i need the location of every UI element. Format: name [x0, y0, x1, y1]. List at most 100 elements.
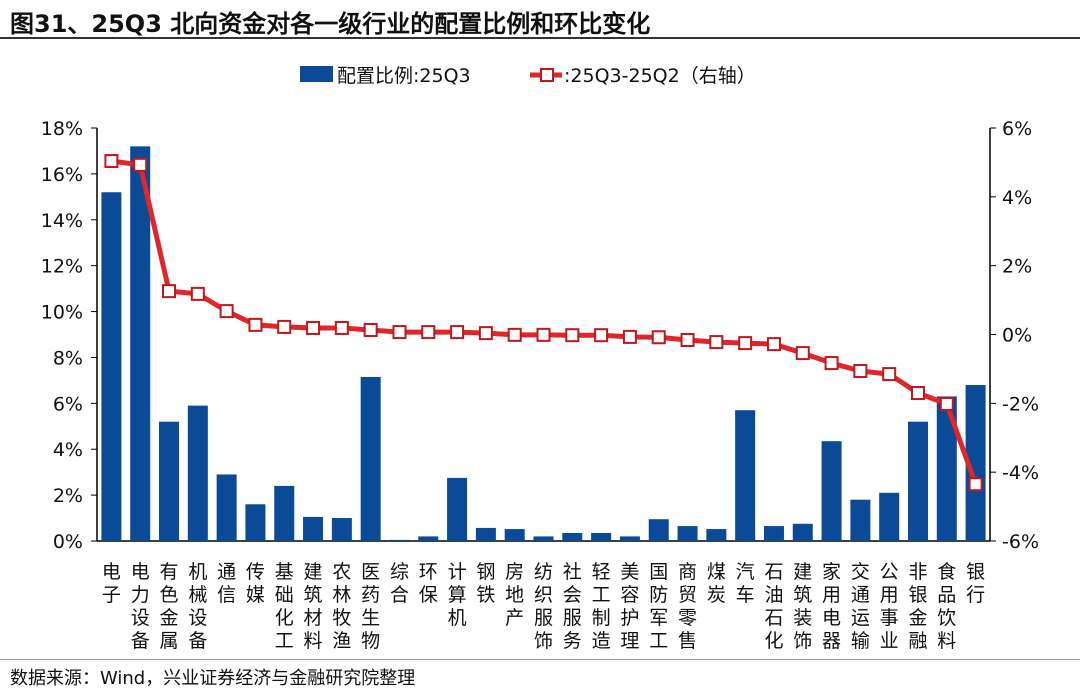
bar-电力设备	[130, 146, 151, 541]
category-label: 美容护理	[620, 561, 639, 652]
left-tick-label: 18%	[41, 118, 83, 140]
left-tick-label: 8%	[53, 347, 83, 369]
bar-石油石化	[763, 526, 784, 541]
bar-国防军工	[648, 519, 669, 541]
bar-公用事业	[879, 492, 900, 541]
bar-钢铁	[475, 527, 496, 541]
bar-农林牧渔	[331, 518, 352, 541]
bar-非银金融	[907, 421, 928, 541]
left-tick-label: 16%	[41, 164, 83, 186]
legend-bar-swatch	[300, 66, 333, 82]
category-label: 商贸零售	[678, 561, 697, 652]
category-label: 交通运输	[851, 561, 870, 652]
line-marker-机械设备	[190, 286, 205, 301]
line-marker-社会服务	[565, 328, 580, 343]
left-tick-label: 4%	[53, 439, 83, 461]
line-marker-公用事业	[882, 367, 897, 382]
category-label: 石油石化	[764, 561, 783, 652]
category-label: 国防军工	[649, 561, 668, 652]
bar-计算机	[447, 477, 468, 541]
bar-银行	[965, 384, 986, 541]
line-marker-银行	[968, 477, 983, 492]
legend-line-label: :25Q3-25Q2（右轴）	[564, 65, 756, 87]
line-marker-建筑材料	[306, 320, 321, 335]
bar-建筑材料	[303, 516, 324, 541]
line-marker-计算机	[450, 325, 465, 340]
line-marker-交通运输	[853, 363, 868, 378]
line-marker-电子	[104, 154, 119, 169]
bar-医药生物	[360, 376, 381, 541]
category-label: 电子	[102, 561, 121, 606]
source-divider	[0, 659, 1080, 660]
category-label: 房地产	[505, 561, 524, 629]
line-marker-国防军工	[651, 330, 666, 345]
line-marker-基础化工	[277, 319, 292, 334]
line-marker-商贸零售	[680, 333, 695, 348]
bar-环保	[418, 536, 439, 541]
left-tick-label: 6%	[53, 393, 83, 415]
category-label: 银行	[966, 561, 985, 606]
category-label: 电力设备	[131, 561, 150, 652]
category-label: 有色金属	[160, 561, 179, 652]
legend-line-marker	[540, 68, 554, 82]
bar-通信	[216, 474, 237, 541]
right-tick-label: 0%	[1002, 325, 1032, 347]
line-marker-房地产	[507, 327, 522, 342]
category-label: 农林牧渔	[332, 561, 351, 652]
title-divider	[0, 37, 1080, 39]
right-tick-label: 6%	[1002, 118, 1032, 140]
bar-有色金属	[159, 421, 180, 541]
figure-title: 图31、25Q3 北向资金对各一级行业的配置比例和环比变化	[10, 10, 651, 38]
category-label: 钢铁	[476, 561, 495, 606]
right-tick-label: 2%	[1002, 256, 1032, 278]
bar-电子	[101, 192, 122, 541]
bar-综合	[389, 539, 410, 541]
left-tick-label: 2%	[53, 485, 83, 507]
bar-基础化工	[274, 485, 295, 541]
right-tick-label: -6%	[1002, 531, 1039, 553]
line-marker-传媒	[248, 317, 263, 332]
bar-美容护理	[619, 536, 640, 541]
category-label: 计算机	[448, 561, 467, 629]
bar-纺织服饰	[533, 536, 554, 541]
line-marker-非银金融	[910, 386, 925, 401]
category-label: 轻工制造	[592, 561, 611, 652]
category-label: 公用事业	[880, 561, 899, 652]
left-tick-label: 12%	[41, 256, 83, 278]
bar-煤炭	[706, 529, 727, 541]
category-label: 建筑材料	[304, 561, 323, 652]
category-label: 家用电器	[822, 561, 841, 652]
line-marker-通信	[219, 304, 234, 319]
line-marker-电力设备	[133, 157, 148, 172]
category-label: 机械设备	[188, 561, 207, 652]
line-marker-纺织服饰	[536, 327, 551, 342]
chart: 0% 2% 4% 6% 8% 10% 12% 14% 16% 18% -6% -4% -2% 0% 2% 4%…	[41, 65, 1039, 652]
line-marker-农林牧渔	[334, 320, 349, 335]
left-tick-label: 0%	[53, 531, 83, 553]
bar-房地产	[504, 529, 525, 541]
bar-传媒	[245, 504, 266, 541]
line-marker-美容护理	[622, 329, 637, 344]
line-marker-石油石化	[766, 337, 781, 352]
line-marker-医药生物	[363, 323, 378, 338]
line-marker-食品饮料	[939, 397, 954, 412]
right-tick-label: -2%	[1002, 393, 1039, 415]
legend-bar-label: 配置比例:25Q3	[337, 65, 471, 87]
line-marker-建筑装饰	[795, 346, 810, 361]
category-label: 环保	[419, 561, 438, 606]
category-label: 综合	[390, 561, 409, 606]
bar-汽车	[735, 410, 756, 541]
line-marker-家用电器	[824, 356, 839, 371]
left-tick-label: 14%	[41, 210, 83, 232]
bar-建筑装饰	[792, 523, 813, 541]
category-label: 煤炭	[707, 561, 726, 606]
right-tick-label: -4%	[1002, 462, 1039, 484]
category-label: 基础化工	[275, 561, 294, 652]
bar-轻工制造	[591, 532, 612, 541]
source-note: 数据来源：Wind，兴业证券经济与金融研究院整理	[10, 668, 416, 689]
category-label: 汽车	[736, 561, 755, 606]
bar-机械设备	[187, 405, 208, 541]
line-marker-轻工制造	[594, 328, 609, 343]
right-tick-label: 4%	[1002, 187, 1032, 209]
